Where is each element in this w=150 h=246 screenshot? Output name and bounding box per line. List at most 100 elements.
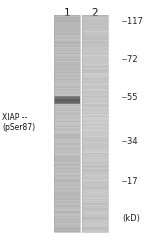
Bar	[54, 93, 80, 94]
Bar	[82, 221, 108, 222]
Bar	[54, 79, 80, 80]
Bar	[54, 141, 80, 142]
Bar	[82, 195, 108, 196]
Bar	[54, 132, 80, 133]
Bar	[54, 81, 80, 82]
Bar	[54, 204, 80, 205]
Bar	[54, 209, 80, 210]
Bar	[82, 57, 108, 58]
Bar	[82, 181, 108, 182]
Bar	[54, 120, 80, 121]
Text: --34: --34	[122, 138, 139, 147]
Bar	[82, 133, 108, 134]
Bar	[82, 86, 108, 87]
Bar	[54, 86, 80, 87]
Bar	[54, 107, 80, 108]
Bar	[54, 57, 80, 58]
Bar	[82, 76, 108, 77]
Bar	[54, 172, 80, 173]
Bar	[82, 219, 108, 220]
Bar	[82, 35, 108, 36]
Bar	[82, 37, 108, 38]
Bar	[54, 37, 80, 38]
Bar	[54, 212, 80, 213]
Bar	[82, 165, 108, 166]
Bar	[54, 213, 80, 214]
Bar	[54, 225, 80, 226]
Bar	[54, 229, 80, 230]
Bar	[54, 116, 80, 117]
Bar	[82, 229, 108, 230]
Bar	[82, 151, 108, 152]
Bar	[54, 165, 80, 166]
Bar	[82, 169, 108, 170]
Bar	[54, 131, 80, 132]
Bar	[82, 227, 108, 228]
Bar	[54, 134, 80, 135]
Bar	[54, 53, 80, 54]
Bar	[54, 208, 80, 209]
Bar	[54, 97, 80, 98]
Bar	[82, 52, 108, 53]
Bar	[82, 81, 108, 82]
Bar	[82, 32, 108, 33]
Bar	[54, 44, 80, 45]
Bar	[82, 25, 108, 26]
Bar	[54, 92, 80, 93]
Bar	[54, 125, 80, 126]
Bar	[54, 36, 80, 37]
Bar	[54, 39, 80, 40]
Bar	[82, 128, 108, 129]
Bar	[54, 126, 80, 127]
Bar	[82, 154, 108, 155]
Bar	[82, 36, 108, 37]
Bar	[54, 34, 80, 35]
Bar	[54, 140, 80, 141]
Bar	[54, 197, 80, 198]
Bar	[82, 125, 108, 126]
Bar	[54, 224, 80, 225]
Bar	[82, 189, 108, 190]
Bar	[82, 139, 108, 140]
Bar	[82, 157, 108, 158]
Bar	[82, 102, 108, 103]
Bar	[82, 196, 108, 197]
Bar	[54, 150, 80, 151]
Bar	[82, 22, 108, 23]
Text: --117: --117	[122, 17, 144, 27]
Bar	[54, 211, 80, 212]
Bar	[54, 138, 80, 139]
Bar	[54, 54, 80, 55]
Bar	[82, 78, 108, 79]
Bar	[54, 160, 80, 161]
Bar	[54, 221, 80, 222]
Bar	[54, 105, 80, 106]
Bar	[82, 113, 108, 114]
Bar	[82, 122, 108, 123]
Bar	[54, 215, 80, 216]
Bar	[82, 23, 108, 24]
Text: XIAP --: XIAP --	[2, 113, 27, 123]
Bar	[82, 155, 108, 156]
Bar	[54, 145, 80, 146]
Bar	[54, 205, 80, 206]
Bar	[82, 159, 108, 160]
Bar	[82, 132, 108, 133]
Bar	[82, 45, 108, 46]
Bar	[54, 121, 80, 122]
Bar	[82, 192, 108, 193]
Bar	[82, 83, 108, 84]
Bar	[82, 90, 108, 91]
Bar	[82, 166, 108, 167]
Bar	[54, 219, 80, 220]
Bar	[82, 67, 108, 68]
Bar	[82, 129, 108, 130]
Bar	[54, 170, 80, 171]
Bar	[54, 31, 80, 32]
Bar	[82, 21, 108, 22]
Bar	[54, 45, 80, 46]
Bar	[54, 95, 80, 96]
Bar	[82, 153, 108, 154]
Bar	[82, 58, 108, 59]
Bar	[82, 162, 108, 163]
